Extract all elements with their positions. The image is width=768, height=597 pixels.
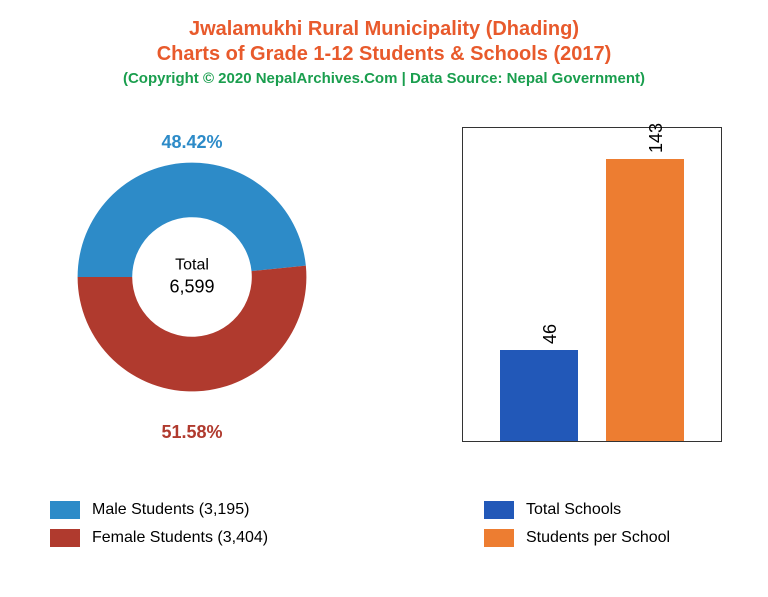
title-line-2: Charts of Grade 1-12 Students & Schools … bbox=[0, 43, 768, 66]
donut-center: Total 6,599 bbox=[169, 257, 214, 298]
donut-center-value: 6,599 bbox=[169, 277, 214, 298]
legend-sps-swatch bbox=[484, 529, 514, 547]
donut-chart-section: 48.42% Total 6,599 51.58% bbox=[0, 117, 384, 407]
bar-students-per-school: 143 bbox=[606, 159, 684, 441]
legend-schools-swatch bbox=[484, 501, 514, 519]
title-line-1: Jwalamukhi Rural Municipality (Dhading) bbox=[0, 18, 768, 41]
donut-legend: Male Students (3,195) Female Students (3… bbox=[0, 501, 384, 557]
bar-legend: Total Schools Students per School bbox=[384, 501, 768, 557]
chart-header: Jwalamukhi Rural Municipality (Dhading) … bbox=[0, 0, 768, 87]
legend-students-per-school: Students per School bbox=[484, 529, 768, 547]
legends-container: Male Students (3,195) Female Students (3… bbox=[0, 501, 768, 557]
donut-wrapper: Total 6,599 51.58% bbox=[62, 147, 322, 407]
legend-female: Female Students (3,404) bbox=[50, 529, 384, 547]
legend-male-swatch bbox=[50, 501, 80, 519]
female-percent-label: 51.58% bbox=[161, 422, 222, 443]
bar-1-value-label: 46 bbox=[518, 330, 539, 350]
legend-sps-text: Students per School bbox=[526, 529, 670, 547]
legend-male-text: Male Students (3,195) bbox=[92, 501, 249, 519]
bar-chart-section: 46 143 bbox=[384, 117, 768, 407]
subtitle: (Copyright © 2020 NepalArchives.Com | Da… bbox=[0, 70, 768, 87]
legend-total-schools: Total Schools bbox=[484, 501, 768, 519]
legend-female-swatch bbox=[50, 529, 80, 547]
charts-container: 48.42% Total 6,599 51.58% 46 143 bbox=[0, 117, 768, 407]
legend-male: Male Students (3,195) bbox=[50, 501, 384, 519]
bar-2-value-label: 143 bbox=[624, 129, 645, 159]
bar-total-schools: 46 bbox=[500, 350, 578, 441]
legend-female-text: Female Students (3,404) bbox=[92, 529, 268, 547]
legend-schools-text: Total Schools bbox=[526, 501, 621, 519]
donut-center-label: Total bbox=[169, 257, 214, 275]
bar-chart-area: 46 143 bbox=[462, 127, 722, 442]
